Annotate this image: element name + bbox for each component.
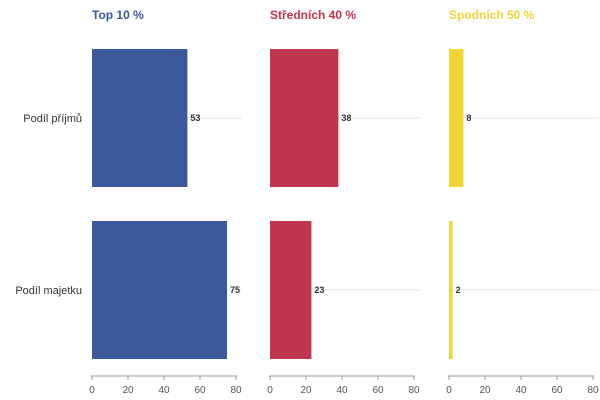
data-label: 75 [230, 285, 240, 295]
panel-title: Top 10 % [92, 8, 144, 22]
bar [92, 49, 188, 187]
x-tick-label: 40 [336, 385, 348, 396]
x-tick-label: 0 [89, 385, 95, 396]
x-tick-label: 20 [300, 385, 312, 396]
data-label: 53 [190, 113, 200, 123]
data-label: 2 [456, 285, 461, 295]
data-label: 8 [466, 113, 471, 123]
x-tick-label: 80 [587, 385, 599, 396]
bar [92, 221, 227, 359]
x-tick-label: 80 [230, 385, 242, 396]
category-label: Podíl příjmů [23, 113, 82, 125]
data-label: 23 [314, 285, 324, 295]
panel-title: Spodních 50 % [449, 8, 535, 22]
x-tick-label: 60 [194, 385, 206, 396]
x-tick-label: 20 [479, 385, 491, 396]
bar [270, 49, 339, 187]
panel-title: Středních 40 % [270, 8, 356, 22]
data-label: 38 [341, 113, 351, 123]
x-tick-label: 80 [408, 385, 420, 396]
x-tick-label: 0 [446, 385, 452, 396]
x-tick-label: 20 [122, 385, 134, 396]
x-tick-label: 40 [158, 385, 170, 396]
x-tick-label: 0 [267, 385, 273, 396]
x-tick-label: 40 [515, 385, 527, 396]
bar [270, 221, 312, 359]
x-tick-label: 60 [551, 385, 563, 396]
x-tick-label: 60 [372, 385, 384, 396]
bar [449, 221, 453, 359]
bar [449, 49, 464, 187]
category-label: Podíl majetku [15, 285, 82, 297]
